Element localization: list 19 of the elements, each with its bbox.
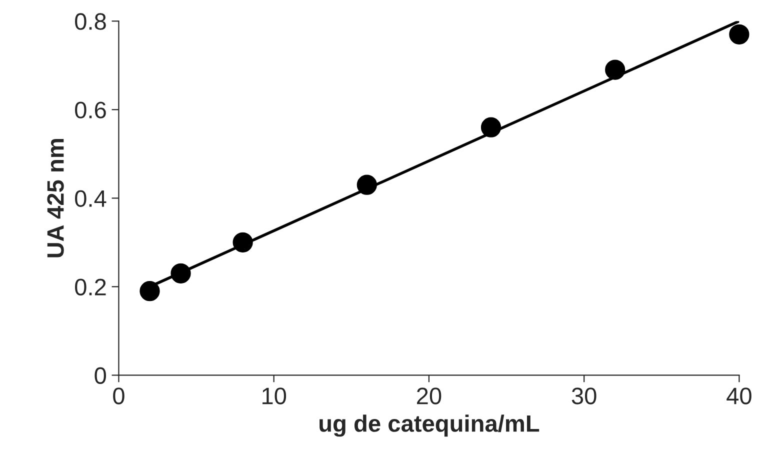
point: [232, 232, 253, 252]
y-axis-title: UA 425 nm: [47, 139, 64, 258]
point: [170, 263, 191, 284]
point: [729, 24, 750, 44]
x-tick-label: 10: [262, 388, 286, 404]
y-tick-label: 0.4: [75, 190, 106, 207]
x-tick-label: 20: [417, 388, 442, 404]
x-axis-title: ug de catequina/mL: [320, 414, 540, 437]
y-tick-label: 0.8: [75, 13, 106, 30]
x-tick-label: 30: [572, 388, 596, 404]
x-tick-label: 40: [726, 388, 752, 404]
y-tick-label: 0.6: [75, 102, 106, 118]
point: [356, 174, 377, 195]
y-tick-label: 0.2: [75, 278, 106, 296]
point: [605, 60, 626, 80]
y-tick-label: 0: [94, 367, 106, 384]
point: [480, 117, 502, 138]
x-tick-label: 0: [113, 388, 124, 404]
point: [140, 281, 160, 302]
